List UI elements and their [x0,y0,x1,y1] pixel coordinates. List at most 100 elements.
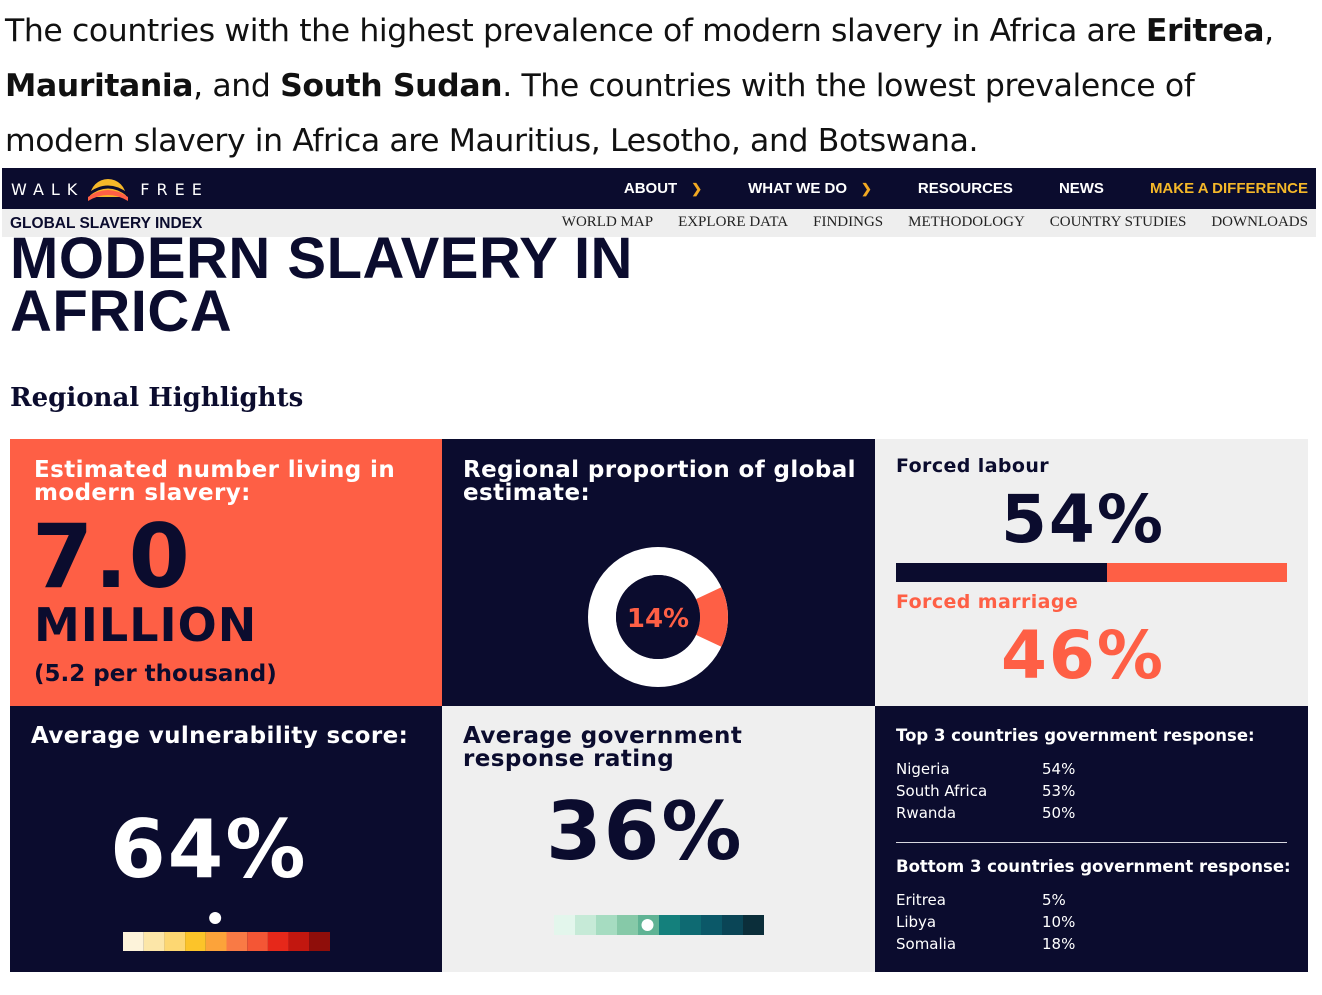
vulnerability-heading: Average vulnerability score: [31,723,409,749]
subnav-downloads[interactable]: DOWNLOADS [1211,214,1308,230]
vulnerability-scale-swatch [267,932,289,951]
estimate-tile: Estimated number living in modern slaver… [10,439,442,706]
country-name: Libya [896,913,937,931]
forms-split-bar [896,563,1287,582]
government-scale-swatch [659,915,680,935]
caption-part: , [1264,13,1274,49]
forced-marriage-percent: 46% [1001,617,1165,694]
subnav-country-studies[interactable]: COUNTRY STUDIES [1049,214,1187,230]
sunrise-logo-icon [87,179,130,201]
forced-marriage-label: Forced marriage [896,591,1079,613]
government-tile: Average government response rating 36% [442,706,875,972]
caption-country-eritrea: Eritrea [1145,13,1265,49]
sub-navigation: GLOBAL SLAVERY INDEX WORLD MAP EXPLORE D… [2,209,1316,237]
subnav-methodology[interactable]: METHODOLOGY [908,214,1025,230]
government-scale-swatch [596,915,617,935]
country-value: 10% [1042,913,1076,931]
highlights-grid: Estimated number living in modern slaver… [10,439,1308,972]
vulnerability-scale-swatch [123,932,144,951]
vulnerability-scale-swatch [164,932,186,951]
bottom-countries-heading: Bottom 3 countries government response: [896,857,1291,876]
nav-resources[interactable]: RESOURCES [918,180,1013,197]
government-scale-swatch [554,915,575,935]
caption-part: . The countries with the lowest prevalen… [5,68,1195,159]
country-value: 50% [1042,804,1076,822]
country-name: Somalia [896,935,957,953]
caption-country-mauritania: Mauritania [5,68,194,104]
nav-make-a-difference[interactable]: MAKE A DIFFERENCE [1150,180,1308,197]
top-country-row: Rwanda 50% [896,804,1096,826]
top-country-row: South Africa 53% [896,782,1096,804]
nav-about[interactable]: ABOUT ❯ [624,180,702,197]
vulnerability-scale-swatch [205,932,227,951]
government-scale-swatch [575,915,596,935]
donut-center [616,575,700,659]
caption-text: The countries with the highest prevalenc… [5,4,1315,169]
chevron-down-icon: ❯ [861,180,872,196]
bottom-country-row: Eritrea 5% [896,891,1096,913]
forced-labour-fill [896,563,1108,582]
country-name: Nigeria [896,760,950,778]
government-scale-swatch [617,915,638,935]
bottom-country-row: Libya 10% [896,913,1096,935]
top-country-row: Nigeria 54% [896,760,1096,782]
country-name: South Africa [896,782,988,800]
vulnerability-tile: Average vulnerability score: 64% [10,706,442,972]
country-value: 53% [1042,782,1076,800]
country-name: Eritrea [896,891,946,909]
chevron-down-icon: ❯ [691,180,703,196]
estimate-unit: MILLION [34,598,258,652]
nav-news[interactable]: NEWS [1059,180,1104,197]
main-menu: ABOUT ❯ WHAT WE DO ❯ RESOURCES NEWS MAKE A… [578,168,1308,209]
section-heading: Regional Highlights [10,383,304,413]
vulnerability-scale-swatch [247,932,268,951]
government-scale-swatch [722,915,743,935]
nav-label: WHAT WE DO [748,180,847,197]
government-heading: Average government response rating [463,723,743,772]
vulnerability-scale-swatch [185,932,206,951]
government-scale [554,915,764,935]
page-title: MODERN SLAVERY IN AFRICA [10,226,910,344]
vulnerability-scale-swatch [309,932,330,951]
government-percent: 36% [546,785,744,878]
country-value: 5% [1042,891,1066,909]
top-navigation: WALK FREE ABOUT ❯ WHAT WE DO ❯ RESOURCES N… [2,168,1316,209]
caption-country-south-sudan: South Sudan [280,68,503,104]
divider [896,842,1287,843]
responses-tile: Top 3 countries government response: Nig… [875,706,1308,972]
nav-label: ABOUT [623,180,678,197]
page-title-line: MODERN SLAVERY IN [10,226,633,291]
government-scale-swatch [680,915,701,935]
caption-part: The countries with the highest prevalenc… [5,13,1146,49]
proportion-tile: Regional proportion of global estimate: … [442,439,875,706]
forced-labour-label: Forced labour [896,455,1050,477]
country-value: 18% [1042,935,1076,953]
subnav-findings[interactable]: FINDINGS [813,214,884,230]
walk-free-logo[interactable]: WALK FREE [11,175,209,203]
logo-word-walk: WALK [11,179,85,199]
vulnerability-scale-swatch [288,932,310,951]
nav-label: MAKE A DIFFERENCE [1149,180,1308,197]
subnav-world-map[interactable]: WORLD MAP [561,214,654,230]
country-name: Rwanda [896,804,957,822]
logo-word-free: FREE [140,179,209,199]
bottom-country-row: Somalia 18% [896,935,1096,957]
donut-slice-africa [696,587,728,647]
vulnerability-scale-swatch [143,932,165,951]
forms-tile: Forced labour 54% Forced marriage 46% [875,439,1308,706]
top-countries-heading: Top 3 countries government response: [896,726,1255,745]
estimate-per-thousand: (5.2 per thousand) [34,661,277,687]
page-title-line: AFRICA [10,279,233,344]
donut-label: 14% [627,604,689,634]
government-scale-swatch [701,915,722,935]
government-scale-swatch [743,915,764,935]
proportion-heading: Regional proportion of global estimate: [463,457,856,506]
government-scale-marker [641,919,654,931]
subnav-explore-data[interactable]: EXPLORE DATA [678,214,789,230]
vulnerability-percent: 64% [110,803,308,896]
nav-what-we-do[interactable]: WHAT WE DO ❯ [748,180,872,197]
estimate-number: 7.0 [32,505,191,608]
vulnerability-scale-swatch [226,932,248,951]
vulnerability-scale-marker [209,912,222,924]
global-slavery-index-link[interactable]: GLOBAL SLAVERY INDEX [10,215,203,232]
